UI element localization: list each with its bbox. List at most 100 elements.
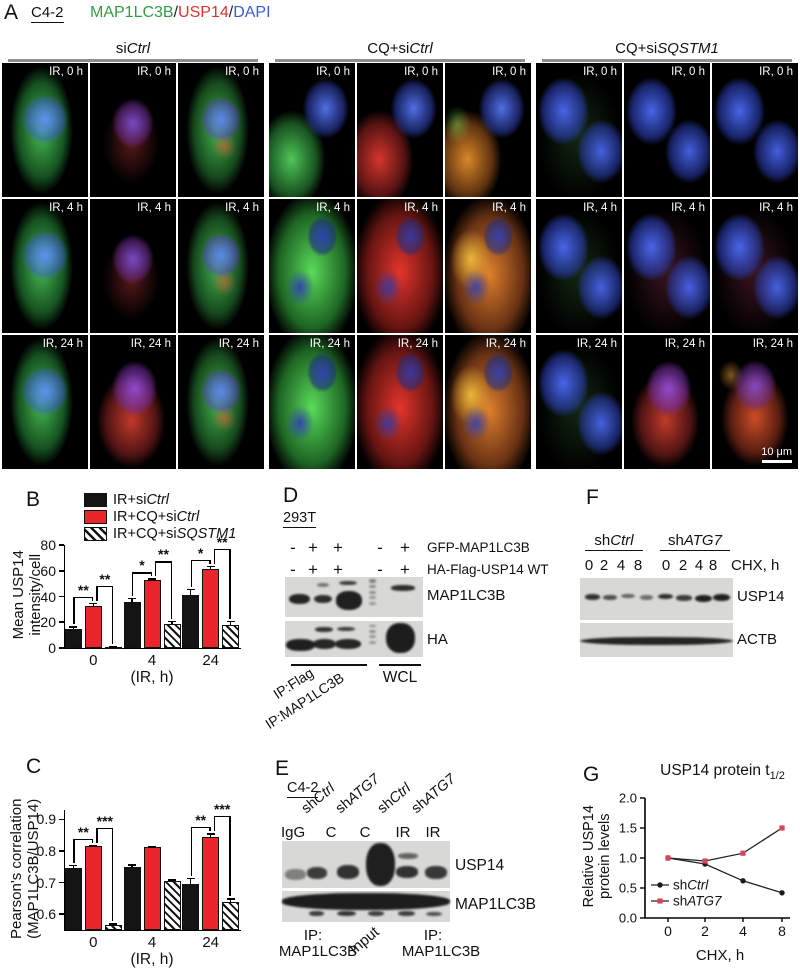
data-point-shCtrl — [779, 890, 785, 896]
bar-IR+CQ+siSQSTM1 — [222, 902, 240, 930]
error-bar-stem — [229, 898, 232, 903]
bar-IR+siCtrl — [182, 883, 200, 930]
bar-IR+CQ+siCtrl — [84, 605, 102, 648]
bar-IR+siCtrl — [123, 866, 141, 930]
y-tick-label: 2.0 — [619, 791, 637, 806]
bar-IR+CQ+siSQSTM1 — [163, 623, 181, 648]
black-swatch — [84, 493, 107, 507]
sig-bracket-v — [132, 572, 134, 596]
sig-bracket-v — [150, 572, 152, 577]
blot-label-ha: HA — [427, 631, 448, 648]
sig-stars: * — [197, 544, 204, 561]
micrograph-tile: IR, 4 h — [357, 199, 443, 333]
micrograph-group: IR, 0 h IR, 0 h IR, 0 h — [2, 63, 264, 197]
x-axis-label: CHX, h — [696, 947, 744, 964]
y-tick — [59, 621, 64, 624]
y-tick-label: 1.0 — [619, 851, 637, 866]
lane-label: C — [359, 824, 371, 841]
legend-item-0: IR+siCtrl — [84, 492, 236, 508]
plasmid-sign: - — [290, 560, 296, 579]
x-tick-label: 24 — [202, 652, 219, 669]
tile-timepoint-label: IR, 24 h — [309, 338, 350, 350]
blot-band — [639, 595, 654, 600]
blot-band — [658, 593, 674, 600]
ip-label-line2: MAP1LC3B — [401, 943, 481, 960]
blot-band — [337, 865, 360, 879]
micrograph-tile: IR, 0 h — [445, 63, 531, 197]
x-tick-label: 0 — [664, 923, 672, 939]
plasmid-sign: - — [377, 560, 383, 579]
panel-d-letter: D — [283, 484, 299, 507]
blot-band — [369, 590, 377, 594]
timepoint-lane-label: 8 — [708, 557, 718, 574]
blot-band — [580, 636, 733, 646]
blot-band — [397, 911, 415, 917]
lane-group-label: shATG7 — [408, 771, 459, 817]
blot-band — [369, 640, 377, 644]
micrograph-tile: IR, 24 h — [178, 335, 264, 469]
panel-a-cell-line: C4-2 — [31, 4, 64, 23]
tile-timepoint-label: IR, 24 h — [397, 338, 438, 350]
y-tick-label: 80 — [40, 537, 56, 553]
y-tick — [59, 818, 64, 821]
sig-bracket-v — [92, 596, 94, 601]
micrograph-tile: IR, 0 h — [269, 63, 355, 197]
y-tick — [59, 881, 64, 884]
tile-timepoint-label: IR, 0 h — [759, 66, 793, 78]
blot-band — [369, 596, 377, 600]
x-tick-label: 4 — [147, 934, 157, 951]
legend-label: IR+CQ+siCtrl — [113, 509, 200, 525]
error-bar-stem — [209, 833, 212, 837]
micrograph-row: IR, 24 h IR, 24 h IR, 24 h IR, 24 h IR, 24 h… — [2, 335, 798, 469]
panel-g-title: USP14 protein t1/2 — [660, 762, 785, 783]
micrograph-tile: IR, 24 h 10 μm — [712, 335, 798, 469]
tile-timepoint-label: IR, 0 h — [316, 66, 350, 78]
bar-IR+CQ+siSQSTM1 — [104, 925, 122, 930]
micrograph-tile: IR, 0 h — [624, 63, 710, 197]
sig-bracket-h — [190, 827, 211, 829]
hatch-swatch — [84, 527, 107, 541]
micrograph-tile: IR, 0 h — [536, 63, 622, 197]
error-bar-stem — [189, 588, 192, 596]
blot-map1lc3b — [282, 891, 450, 922]
sig-bracket-h — [155, 561, 172, 563]
bar-IR+siCtrl — [64, 868, 82, 930]
timepoint-lane-label: 2 — [599, 557, 609, 574]
y-tick-label: 0.5 — [619, 881, 637, 896]
tile-timepoint-label: IR, 24 h — [130, 338, 171, 350]
sig-bracket-v — [209, 827, 211, 832]
plasmid-sign: - — [290, 538, 296, 557]
y-tick-label: 0 — [48, 640, 56, 656]
micrograph-tile: IR, 4 h — [624, 199, 710, 333]
y-tick-label: 1.5 — [619, 821, 637, 836]
blot-band — [426, 912, 442, 917]
tile-timepoint-label: IR, 4 h — [492, 202, 526, 214]
bar-IR+siCtrl — [64, 628, 82, 648]
micrograph-tile: IR, 4 h — [2, 199, 88, 333]
error-bar-stem — [151, 846, 153, 848]
panel-e: E C4-2 shCtrl shATG7 shCtrl shATG7 IgG C C IR I… — [275, 745, 540, 969]
micrograph-tile: IR, 24 h — [357, 335, 443, 469]
x-axis-label: (IR, h) — [130, 669, 174, 686]
legend-marker — [657, 898, 663, 904]
sig-bracket-h — [213, 816, 231, 818]
legend-label: shCtrl — [673, 878, 709, 893]
panel-b-letter: B — [26, 488, 41, 511]
panel-a-title: MAP1LC3B/USP14/DAPI — [90, 4, 271, 21]
sig-stars: *** — [96, 812, 113, 829]
error-bar-stem — [151, 578, 153, 580]
micrograph-tile: IR, 0 h — [90, 63, 176, 197]
plasmid-sign: - — [377, 538, 383, 557]
blot-band — [584, 593, 600, 600]
tile-timepoint-label: IR, 0 h — [137, 66, 171, 78]
error-bar-stem — [112, 646, 115, 647]
error-bar-stem — [131, 597, 133, 602]
blot-band — [289, 593, 310, 605]
blot-band — [312, 639, 337, 650]
blot-band — [307, 867, 328, 879]
tile-timepoint-label: IR, 4 h — [583, 202, 617, 214]
panel-b: B IR+siCtrl IR+CQ+siCtrl IR+CQ+siSQSTM1 Me… — [0, 480, 270, 725]
sig-bracket-v — [96, 585, 98, 601]
data-point-shATG7 — [665, 855, 671, 861]
y-tick — [59, 595, 64, 598]
